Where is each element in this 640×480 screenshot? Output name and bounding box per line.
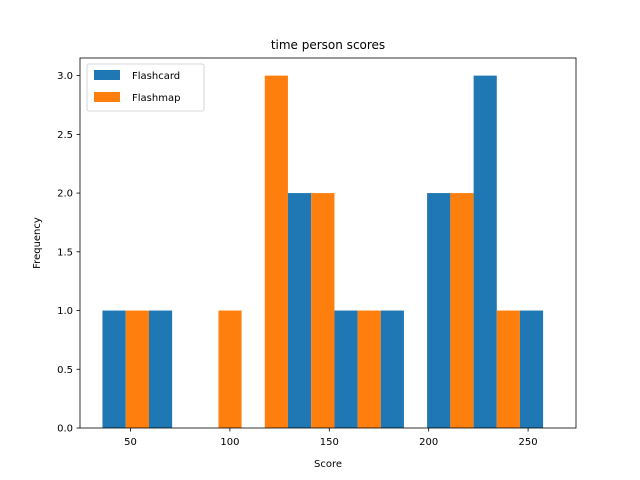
bar-flashmap-bin-2 xyxy=(218,310,242,428)
bar-flashcard-bin-7 xyxy=(427,193,451,428)
bar-flashcard-bin-6 xyxy=(380,310,404,428)
bar-flashcard-bin-0 xyxy=(102,310,126,428)
bar-flashmap-bin-4 xyxy=(311,193,335,428)
bar-flashmap-bin-7 xyxy=(450,193,474,428)
bar-flashcard-bin-9 xyxy=(519,310,544,428)
legend-label-flashmap: Flashmap xyxy=(132,93,180,104)
legend: Flashcard Flashmap xyxy=(86,63,205,112)
y-ticks: 0.0 0.5 1.0 1.5 2.0 2.5 3.0 xyxy=(57,71,80,435)
bar-flashcard-bin-8 xyxy=(473,75,497,429)
y-tick-label: 3.0 xyxy=(57,71,73,82)
bar-flashcard-bin-5 xyxy=(334,310,358,428)
y-tick-label: 0.5 xyxy=(57,365,73,376)
y-axis-label: Frequency xyxy=(32,217,43,269)
bars-layer xyxy=(102,75,544,429)
bar-flashmap-bin-3 xyxy=(264,75,288,429)
x-axis-label: Score xyxy=(314,459,342,470)
y-tick-label: 0.0 xyxy=(57,424,73,435)
chart-title: time person scores xyxy=(271,38,385,52)
bar-flashmap-bin-0 xyxy=(125,310,149,428)
x-ticks: 50 100 150 200 250 xyxy=(124,428,538,448)
y-tick-label: 2.5 xyxy=(57,130,73,141)
legend-swatch-flashmap xyxy=(94,92,120,102)
y-tick-label: 1.5 xyxy=(57,247,73,258)
x-tick-label: 50 xyxy=(124,437,137,448)
legend-label-flashcard: Flashcard xyxy=(132,71,180,82)
y-tick-label: 1.0 xyxy=(57,306,73,317)
bar-flashcard-bin-1 xyxy=(148,310,173,428)
bar-flashcard-bin-4 xyxy=(287,193,312,428)
x-tick-label: 200 xyxy=(419,437,438,448)
y-tick-label: 2.0 xyxy=(57,189,73,200)
x-tick-label: 100 xyxy=(220,437,239,448)
plot-area-frame xyxy=(79,57,577,429)
legend-swatch-flashcard xyxy=(94,70,120,80)
x-tick-label: 150 xyxy=(320,437,339,448)
x-tick-label: 250 xyxy=(519,437,538,448)
bar-flashmap-bin-8 xyxy=(496,310,520,428)
bar-flashmap-bin-5 xyxy=(357,310,381,428)
